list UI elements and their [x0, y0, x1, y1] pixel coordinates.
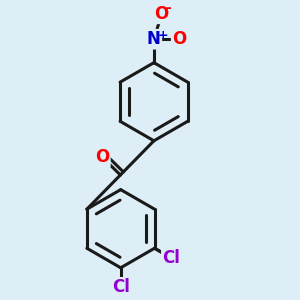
Text: O: O	[154, 5, 169, 23]
Text: -: -	[166, 1, 171, 15]
Text: O: O	[95, 148, 109, 166]
Text: Cl: Cl	[163, 249, 180, 267]
Text: +: +	[158, 29, 168, 42]
Text: N: N	[147, 30, 161, 48]
Text: O: O	[172, 30, 186, 48]
Text: Cl: Cl	[112, 278, 130, 296]
Text: Cl: Cl	[163, 249, 180, 267]
